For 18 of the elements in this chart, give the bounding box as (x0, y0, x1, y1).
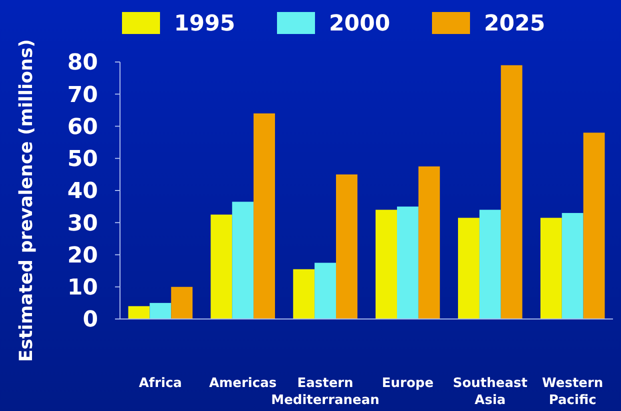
x-tick-label: Southeast Asia (452, 376, 528, 408)
x-tick-label: Western Pacific (542, 376, 604, 408)
y-tick-label: 0 (82, 308, 98, 333)
x-tick-label: Americas (209, 376, 277, 391)
legend-label: 2025 (484, 12, 546, 37)
y-axis-title: Estimated prevalence (millions) (16, 39, 37, 362)
y-tick-label: 50 (67, 147, 98, 172)
y-tick-label: 70 (67, 82, 98, 108)
y-tick-label: 80 (67, 50, 98, 76)
y-tick-label: 40 (67, 179, 98, 204)
y-tick-label: 60 (67, 114, 98, 140)
y-tick-label: 30 (67, 211, 98, 236)
y-tick-label: 10 (67, 276, 98, 301)
y-tick-label: 20 (67, 243, 98, 268)
legend-label: 1995 (174, 12, 236, 37)
x-tick-label: Africa (138, 376, 182, 391)
x-tick-label: Europe (382, 376, 434, 391)
legend-label: 2000 (329, 12, 390, 37)
